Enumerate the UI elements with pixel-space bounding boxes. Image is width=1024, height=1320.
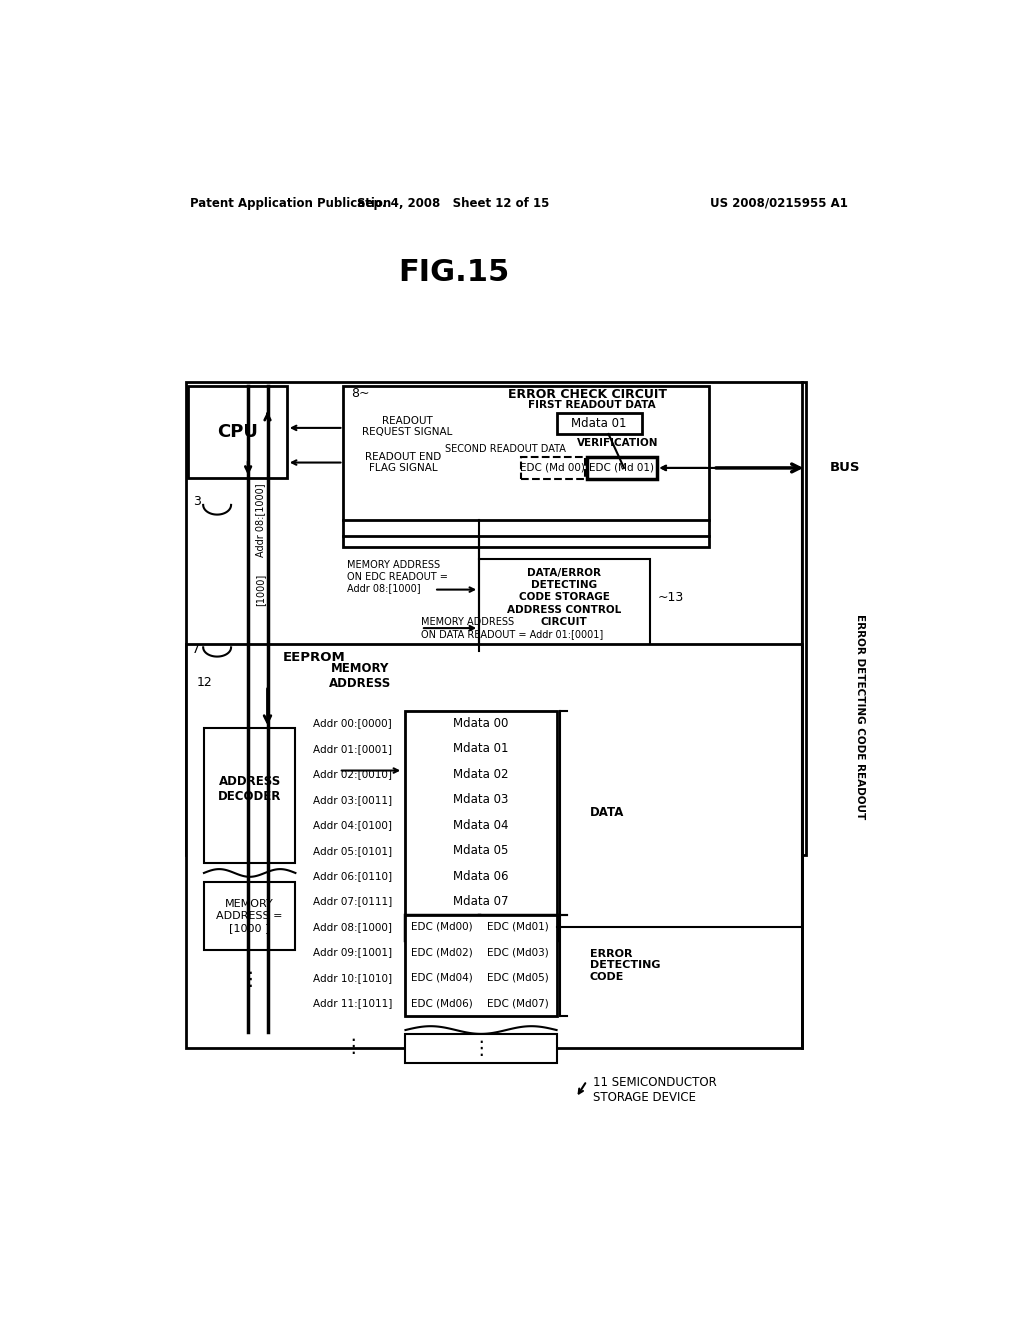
- Text: EEPROM: EEPROM: [283, 651, 346, 664]
- Bar: [343, 385, 710, 548]
- Bar: [406, 813, 557, 838]
- Text: EDC (Md 00): EDC (Md 00): [520, 463, 585, 473]
- Bar: [204, 882, 295, 950]
- Text: Mdata 01: Mdata 01: [453, 742, 508, 755]
- Text: SECOND READOUT DATA: SECOND READOUT DATA: [445, 445, 566, 454]
- Text: Addr 08:[1000]: Addr 08:[1000]: [255, 483, 265, 557]
- Text: Mdata 06: Mdata 06: [453, 870, 508, 883]
- Text: ~: ~: [359, 387, 370, 400]
- Text: Sep. 4, 2008   Sheet 12 of 15: Sep. 4, 2008 Sheet 12 of 15: [357, 197, 550, 210]
- Text: EDC (Md00): EDC (Md00): [411, 921, 473, 932]
- Text: CPU: CPU: [217, 422, 258, 441]
- Bar: [406, 915, 557, 1016]
- Bar: [479, 965, 557, 991]
- Text: US 2008/0215955 A1: US 2008/0215955 A1: [710, 197, 848, 210]
- Bar: [406, 711, 557, 915]
- Text: DATA/ERROR: DATA/ERROR: [527, 568, 601, 578]
- Text: FIG.15: FIG.15: [398, 257, 509, 286]
- Text: ERROR
DETECTING
CODE: ERROR DETECTING CODE: [590, 949, 660, 982]
- Text: Mdata 04: Mdata 04: [453, 818, 508, 832]
- Bar: [406, 711, 557, 737]
- Text: Patent Application Publication: Patent Application Publication: [190, 197, 391, 210]
- Text: 7: 7: [191, 643, 200, 656]
- Text: ADDRESS
DECODER: ADDRESS DECODER: [218, 775, 282, 803]
- Bar: [406, 940, 479, 965]
- Text: ADDRESS CONTROL: ADDRESS CONTROL: [507, 605, 622, 615]
- Text: Addr 08:[1000]: Addr 08:[1000]: [313, 921, 392, 932]
- Text: EDC (Md 01): EDC (Md 01): [589, 463, 654, 473]
- Text: EDC (Md03): EDC (Md03): [487, 948, 549, 957]
- Bar: [406, 965, 479, 991]
- Bar: [204, 729, 295, 863]
- Text: EDC (Md05): EDC (Md05): [487, 973, 549, 982]
- Bar: [406, 915, 479, 940]
- Text: BUS: BUS: [829, 462, 860, 474]
- Text: READOUT
REQUEST SIGNAL: READOUT REQUEST SIGNAL: [361, 416, 453, 437]
- Bar: [186, 644, 802, 1048]
- Text: ~13: ~13: [657, 591, 684, 603]
- Text: Addr 06:[0110]: Addr 06:[0110]: [313, 871, 392, 880]
- Text: Mdata 05: Mdata 05: [453, 843, 508, 857]
- Text: MEMORY
ADDRESS =
[1000 ]: MEMORY ADDRESS = [1000 ]: [216, 899, 283, 933]
- Text: Addr 10:[1010]: Addr 10:[1010]: [313, 973, 392, 982]
- Text: Addr 05:[0101]: Addr 05:[0101]: [313, 846, 392, 855]
- Text: EDC (Md02): EDC (Md02): [411, 948, 473, 957]
- Text: Mdata 03: Mdata 03: [453, 793, 508, 807]
- Text: Addr 09:[1001]: Addr 09:[1001]: [313, 948, 392, 957]
- Text: ⋮: ⋮: [471, 1039, 490, 1059]
- Text: [1000]: [1000]: [255, 573, 265, 606]
- Text: Addr 00:[0000]: Addr 00:[0000]: [313, 718, 392, 729]
- Text: ⋮: ⋮: [343, 1038, 362, 1056]
- Text: 11 SEMICONDUCTOR
STORAGE DEVICE: 11 SEMICONDUCTOR STORAGE DEVICE: [593, 1076, 717, 1104]
- Text: Mdata 07: Mdata 07: [453, 895, 508, 908]
- Text: ⋮: ⋮: [240, 970, 259, 989]
- Text: Addr 02:[0010]: Addr 02:[0010]: [313, 770, 392, 779]
- Bar: [479, 558, 649, 651]
- Bar: [587, 457, 656, 479]
- Bar: [406, 788, 557, 813]
- Bar: [479, 940, 557, 965]
- Text: 8: 8: [351, 387, 359, 400]
- Text: CODE STORAGE: CODE STORAGE: [519, 593, 609, 602]
- Text: Addr 01:[0001]: Addr 01:[0001]: [313, 744, 392, 754]
- Text: EDC (Md04): EDC (Md04): [411, 973, 473, 982]
- Text: READOUT END
FLAG SIGNAL: READOUT END FLAG SIGNAL: [365, 451, 441, 474]
- Text: ERROR CHECK CIRCUIT: ERROR CHECK CIRCUIT: [508, 388, 667, 401]
- Text: DETECTING: DETECTING: [531, 579, 597, 590]
- Text: EDC (Md06): EDC (Md06): [411, 998, 473, 1008]
- Bar: [479, 991, 557, 1016]
- Bar: [406, 838, 557, 863]
- Text: MEMORY ADDRESS
ON EDC READOUT =
Addr 08:[1000]: MEMORY ADDRESS ON EDC READOUT = Addr 08:…: [346, 560, 447, 593]
- Text: MEMORY
ADDRESS: MEMORY ADDRESS: [330, 661, 391, 690]
- Text: CIRCUIT: CIRCUIT: [541, 616, 588, 627]
- Text: Addr 07:[0111]: Addr 07:[0111]: [313, 896, 392, 907]
- Text: Mdata 00: Mdata 00: [453, 717, 508, 730]
- Text: 12: 12: [197, 676, 212, 689]
- Text: ERROR DETECTING CODE READOUT: ERROR DETECTING CODE READOUT: [855, 614, 865, 820]
- Text: 3: 3: [194, 495, 201, 508]
- Bar: [406, 863, 557, 890]
- Text: FIRST READOUT DATA: FIRST READOUT DATA: [527, 400, 655, 409]
- Text: EDC (Md07): EDC (Md07): [487, 998, 549, 1008]
- Bar: [186, 381, 806, 855]
- Bar: [406, 890, 557, 915]
- Bar: [406, 1034, 557, 1063]
- Text: VERIFICATION: VERIFICATION: [578, 438, 658, 449]
- Bar: [406, 737, 557, 762]
- Text: DATA: DATA: [590, 807, 625, 820]
- Bar: [521, 457, 586, 479]
- Text: Addr 04:[0100]: Addr 04:[0100]: [313, 820, 392, 830]
- Bar: [406, 991, 479, 1016]
- Text: EDC (Md01): EDC (Md01): [487, 921, 549, 932]
- Text: Mdata 01: Mdata 01: [571, 417, 627, 430]
- Bar: [188, 385, 287, 478]
- Text: Addr 03:[0011]: Addr 03:[0011]: [313, 795, 392, 805]
- Bar: [479, 915, 557, 940]
- Bar: [406, 762, 557, 788]
- Bar: [557, 413, 642, 434]
- Text: MEMORY ADDRESS
ON DATA READOUT = Addr 01:[0001]: MEMORY ADDRESS ON DATA READOUT = Addr 01…: [421, 618, 603, 639]
- Text: Addr 11:[1011]: Addr 11:[1011]: [313, 998, 392, 1008]
- Text: Mdata 02: Mdata 02: [453, 768, 508, 781]
